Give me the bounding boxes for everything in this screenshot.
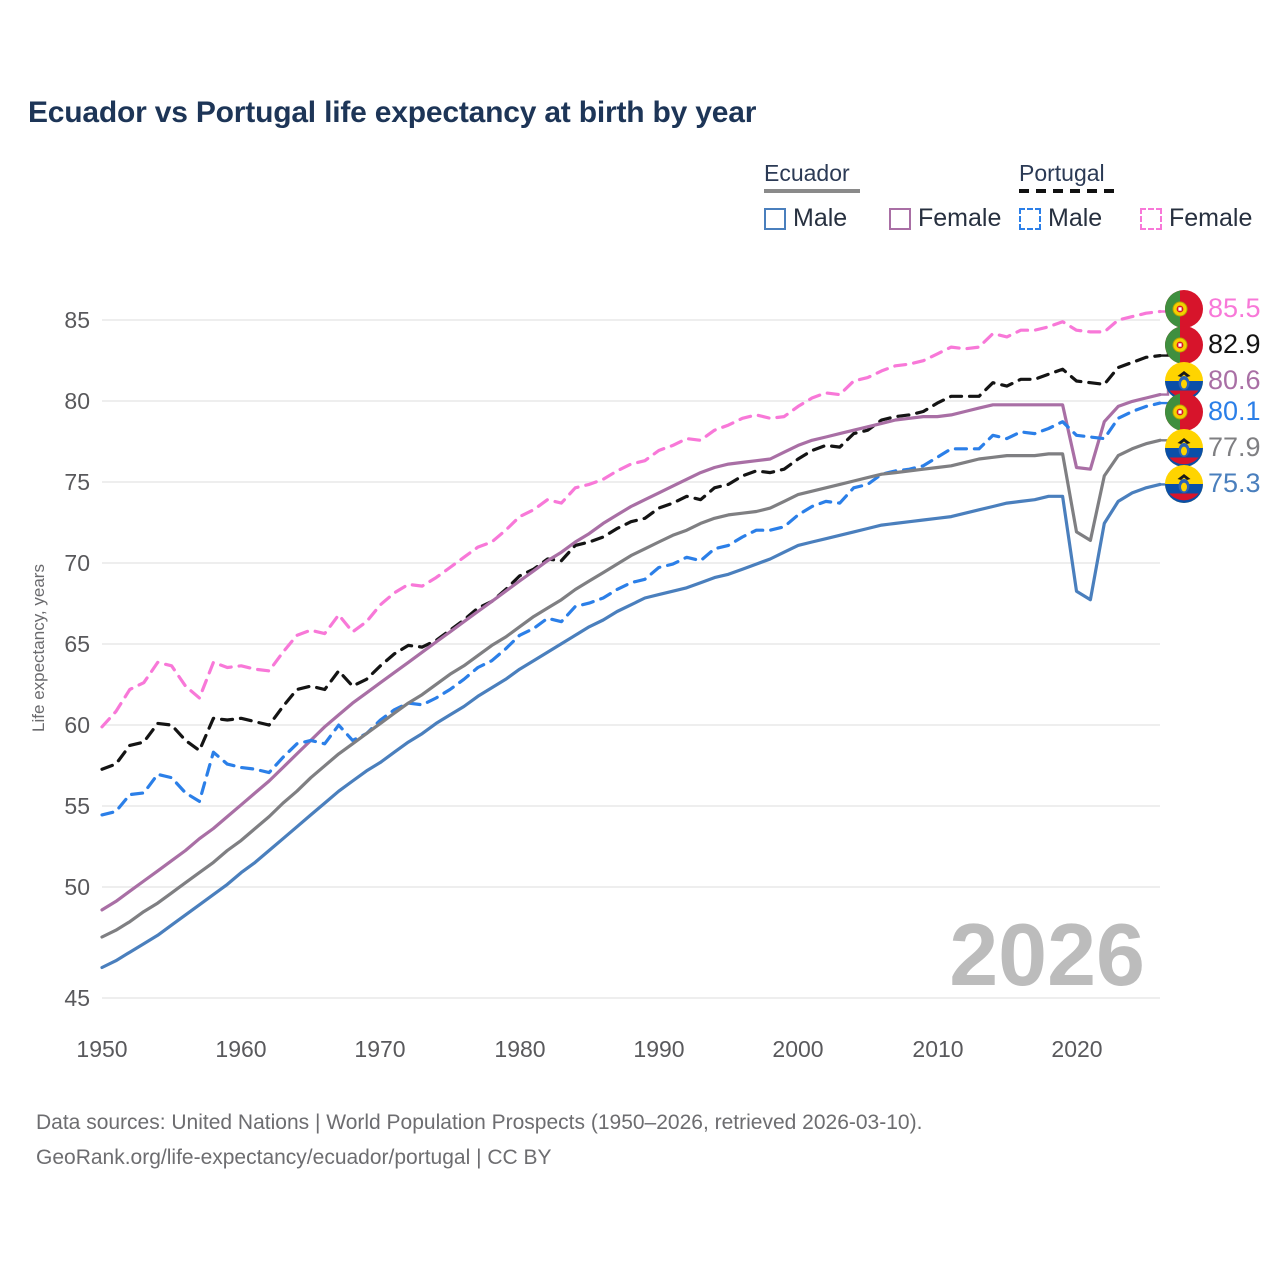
end-value-label: 82.9 [1208, 329, 1261, 359]
portugal-flag-icon [1164, 325, 1204, 365]
series-line [100, 393, 1162, 912]
year-watermark: 2026 [949, 905, 1145, 1004]
x-tick-label: 1990 [633, 1036, 684, 1062]
portugal-flag-icon [1164, 392, 1204, 432]
legend-group-portugal: Portugal [1019, 160, 1105, 186]
legend-item-portugal-female[interactable]: Female [1140, 204, 1252, 233]
series-line [100, 482, 1162, 970]
x-tick-label: 2000 [772, 1036, 823, 1062]
legend-rule-portugal [1019, 189, 1117, 193]
x-tick-label: 2020 [1051, 1036, 1102, 1062]
y-tick-label: 85 [64, 307, 90, 333]
x-axis-labels: 1950 1960 1970 1980 1990 2000 2010 2020 [76, 1036, 1102, 1062]
end-value-label: 75.3 [1208, 468, 1261, 498]
y-axis-title: Life expectancy, years [29, 564, 48, 732]
chart-legend: Ecuador Portugal Male Female Male Female [762, 160, 1262, 240]
series-line [100, 401, 1162, 817]
y-axis-labels: 85 80 75 70 65 60 55 50 45 [64, 307, 90, 1011]
legend-item-portugal-male[interactable]: Male [1019, 204, 1102, 233]
page-title: Ecuador vs Portugal life expectancy at b… [28, 96, 757, 129]
legend-swatch-icon [889, 207, 911, 230]
series-line [100, 354, 1162, 771]
legend-item-label: Female [918, 204, 1002, 232]
x-tick-label: 2010 [912, 1036, 963, 1062]
end-value-label: 77.9 [1208, 432, 1261, 462]
y-tick-label: 45 [64, 985, 90, 1011]
legend-swatch-icon [1019, 207, 1041, 230]
y-tick-label: 70 [64, 550, 90, 576]
y-tick-label: 55 [64, 793, 90, 819]
series-layer [100, 309, 1162, 970]
legend-item-label: Male [1048, 204, 1103, 232]
ecuador-flag-icon [1165, 429, 1203, 467]
legend-item-ecuador-female[interactable]: Female [889, 204, 1001, 233]
portugal-flag-icon [1164, 289, 1204, 329]
x-tick-label: 1950 [76, 1036, 127, 1062]
y-gridlines [102, 319, 1160, 999]
legend-item-label: Male [793, 204, 848, 232]
y-tick-label: 65 [64, 631, 90, 657]
footer-line-2: GeoRank.org/life-expectancy/ecuador/port… [36, 1145, 552, 1169]
legend-swatch-icon [1140, 207, 1162, 230]
x-tick-label: 1970 [354, 1036, 405, 1062]
ecuador-flag-icon [1165, 465, 1203, 503]
legend-item-label: Female [1169, 204, 1253, 232]
end-value-label: 80.6 [1208, 365, 1261, 395]
x-tick-label: 1960 [215, 1036, 266, 1062]
y-tick-label: 60 [64, 712, 90, 738]
legend-item-ecuador-male[interactable]: Male [764, 204, 847, 233]
legend-swatch-icon [764, 207, 786, 230]
legend-rule-ecuador [764, 189, 860, 193]
y-tick-label: 75 [64, 469, 90, 495]
footer-credits: Data sources: United Nations | World Pop… [36, 1106, 922, 1175]
legend-group-ecuador: Ecuador [764, 160, 850, 186]
end-value-label: 80.1 [1208, 396, 1261, 426]
y-tick-label: 50 [64, 874, 90, 900]
series-line [100, 309, 1162, 729]
end-markers-layer: 85.5 82.9 80.680.1 77.9 75.3 [1160, 289, 1261, 503]
footer-line-1: Data sources: United Nations | World Pop… [36, 1111, 923, 1134]
x-tick-label: 1980 [494, 1036, 545, 1062]
y-tick-label: 80 [64, 388, 90, 414]
series-line [100, 438, 1162, 939]
end-value-label: 85.5 [1208, 293, 1261, 323]
